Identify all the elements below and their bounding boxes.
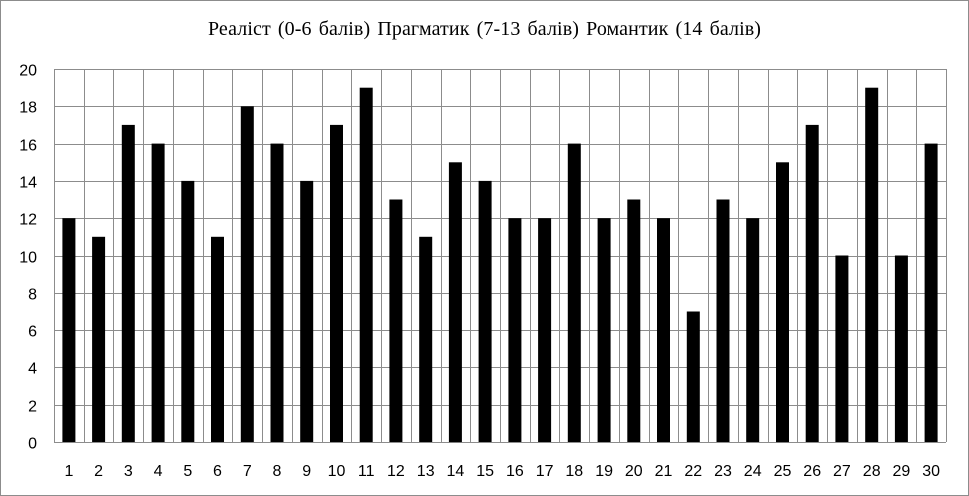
bar-29 <box>894 255 908 442</box>
bars-layer <box>62 87 938 443</box>
y-tick-label: 14 <box>19 175 37 192</box>
bar-9 <box>300 180 314 442</box>
x-tick-label: 2 <box>94 463 103 480</box>
x-tick-label: 15 <box>476 463 494 480</box>
bar-17 <box>538 218 552 442</box>
x-tick-label: 10 <box>328 463 346 480</box>
bar-14 <box>448 162 462 443</box>
bar-13 <box>419 236 433 442</box>
bar-30 <box>924 143 938 442</box>
bar-12 <box>389 199 403 442</box>
bar-19 <box>597 218 611 442</box>
bar-18 <box>567 143 581 442</box>
x-tick-label: 6 <box>213 463 222 480</box>
x-tick-label: 30 <box>922 463 940 480</box>
x-tick-label: 14 <box>447 463 465 480</box>
bar-21 <box>657 218 670 442</box>
x-tick-label: 23 <box>714 463 732 480</box>
x-tick-label: 18 <box>565 463 583 480</box>
x-tick-label: 12 <box>387 463 405 480</box>
bar-6 <box>211 236 224 442</box>
x-tick-label: 7 <box>243 463 252 480</box>
x-tick-label: 11 <box>358 463 375 480</box>
grid-layer <box>54 69 947 443</box>
y-tick-label: 2 <box>28 399 37 416</box>
y-tick-label: 20 <box>19 63 37 80</box>
x-tick-label: 27 <box>833 463 851 480</box>
bar-5 <box>181 180 195 442</box>
y-tick-label: 0 <box>28 436 37 453</box>
bar-4 <box>151 143 165 442</box>
bar-25 <box>776 162 789 443</box>
y-tick-label: 12 <box>19 212 37 229</box>
x-axis-labels: 1 2 3 4 5 6 7 8 9 10 11 12 13 14 15 16 17 18 19 20 21 22 23 24 2… <box>64 463 940 480</box>
bar-22 <box>686 311 700 442</box>
y-axis-labels: 0 2 4 6 8 10 12 14 16 18 20 <box>19 63 37 453</box>
bar-26 <box>805 124 819 443</box>
bar-2 <box>92 236 106 442</box>
x-tick-label: 9 <box>302 463 311 480</box>
bar-16 <box>508 218 522 442</box>
x-tick-label: 17 <box>536 463 554 480</box>
x-tick-label: 16 <box>506 463 524 480</box>
y-tick-label: 18 <box>19 100 37 117</box>
x-tick-label: 29 <box>893 463 911 480</box>
bar-15 <box>478 180 492 442</box>
x-tick-label: 22 <box>684 463 702 480</box>
x-tick-label: 28 <box>863 463 881 480</box>
x-tick-label: 8 <box>273 463 282 480</box>
y-tick-label: 6 <box>28 324 37 341</box>
x-tick-label: 20 <box>625 463 643 480</box>
y-tick-label: 16 <box>19 138 37 155</box>
x-tick-label: 1 <box>64 463 73 480</box>
x-tick-label: 25 <box>774 463 792 480</box>
bar-20 <box>627 199 641 442</box>
x-tick-label: 19 <box>595 463 613 480</box>
y-tick-label: 4 <box>28 361 37 378</box>
bar-8 <box>270 143 284 442</box>
x-tick-label: 13 <box>417 463 435 480</box>
bar-11 <box>359 87 373 442</box>
bar-3 <box>121 124 135 443</box>
y-tick-label: 10 <box>19 250 37 267</box>
bar-1 <box>62 218 76 442</box>
y-tick-label: 8 <box>28 287 37 304</box>
x-tick-label: 5 <box>183 463 192 480</box>
chart-title: Реаліст (0-6 балів) Прагматик (7-13 балі… <box>207 18 762 40</box>
bar-24 <box>746 218 760 442</box>
x-tick-label: 3 <box>124 463 133 480</box>
x-tick-label: 24 <box>744 463 762 480</box>
bar-27 <box>835 255 849 442</box>
x-tick-label: 21 <box>655 463 673 480</box>
bar-10 <box>330 124 343 443</box>
x-tick-label: 4 <box>154 463 163 480</box>
bar-23 <box>716 199 730 442</box>
x-tick-label: 26 <box>803 463 821 480</box>
bar-7 <box>240 106 254 443</box>
bar-28 <box>865 87 879 442</box>
